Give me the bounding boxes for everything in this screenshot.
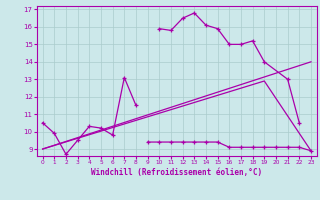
X-axis label: Windchill (Refroidissement éolien,°C): Windchill (Refroidissement éolien,°C) (91, 168, 262, 177)
